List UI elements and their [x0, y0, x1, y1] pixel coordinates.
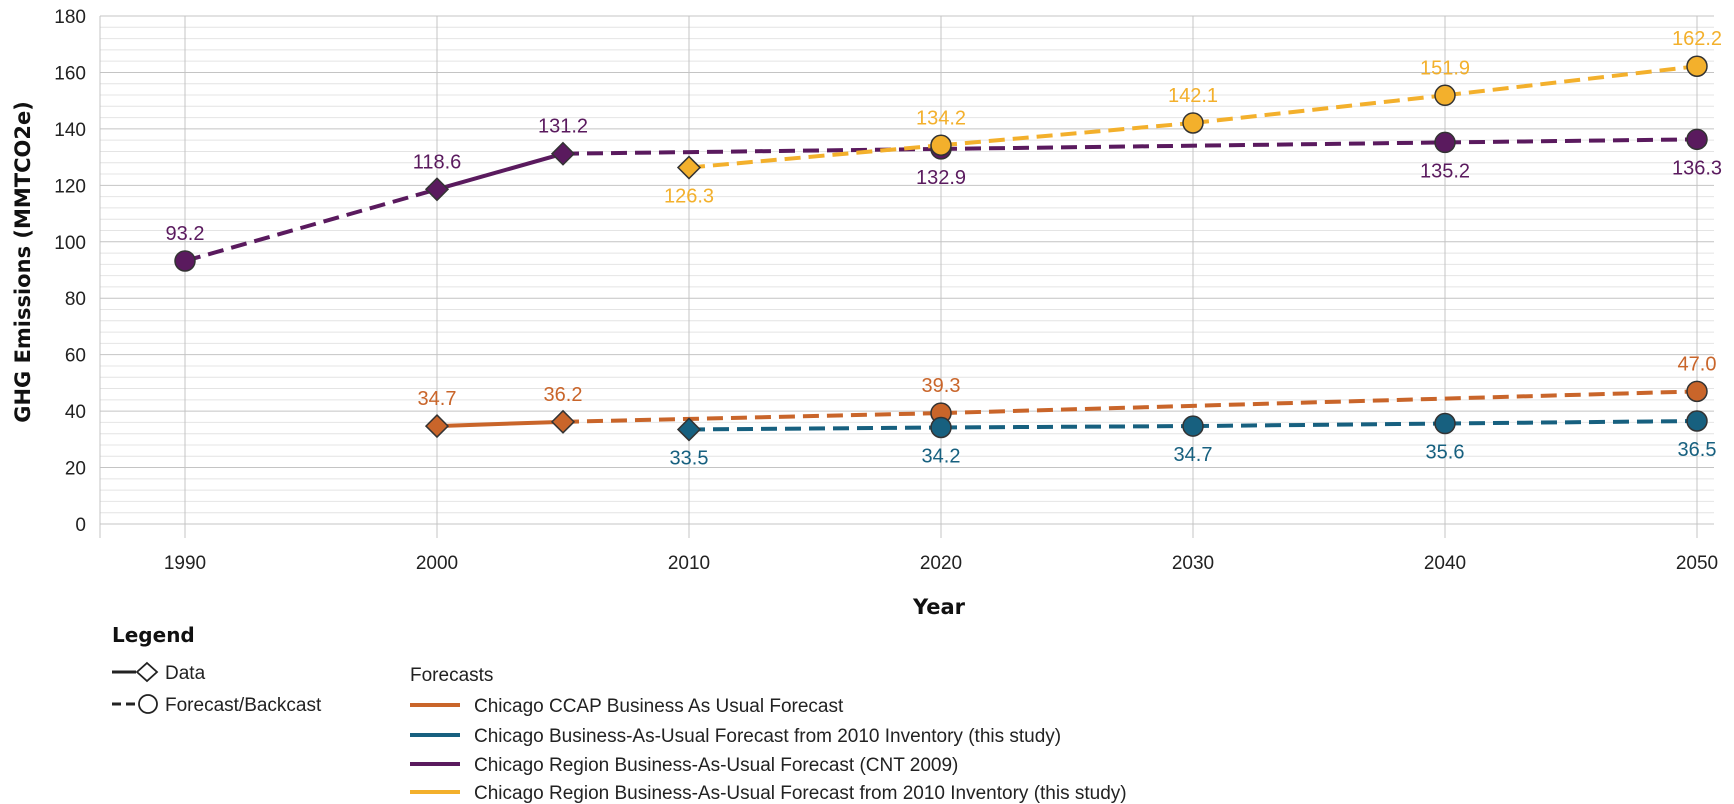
forecast-point-circle: [1686, 380, 1708, 403]
series-line-segment: [688, 143, 942, 170]
data-label: 132.9: [916, 167, 966, 189]
data-label: 151.9: [1420, 57, 1470, 79]
y-tick-label: 100: [54, 233, 86, 254]
series-line-segment: [436, 151, 564, 192]
forecast-point-circle: [1686, 410, 1708, 432]
legend-diamond-icon: [135, 661, 159, 683]
series-line-segment: [1444, 418, 1698, 426]
forecast-point-circle: [174, 250, 196, 272]
x-axis-title: Year: [912, 595, 966, 619]
series-line-segment: [562, 411, 942, 424]
y-tick-label: 120: [54, 176, 86, 197]
legend-circle-icon: [138, 694, 158, 714]
series-line-segment: [1192, 93, 1446, 125]
series-line-segment: [436, 419, 564, 429]
y-tick-label: 60: [65, 346, 86, 367]
series-line-segment: [562, 146, 942, 156]
x-tick-label: 2010: [668, 553, 710, 574]
chart-data-labels: 34.7 36.2 39.3 47.0 33.5 34.2 34.7 35.6 36.5 93.2…: [166, 28, 1723, 469]
y-tick-label: 20: [65, 459, 86, 480]
y-axis-title: GHG Emissions (MMTCO2e): [11, 101, 35, 423]
data-label: 39.3: [922, 375, 961, 397]
forecast-point-circle: [1434, 412, 1456, 435]
data-label: 93.2: [166, 223, 205, 245]
forecast-point-circle: [1686, 128, 1708, 151]
y-tick-label: 40: [65, 402, 86, 423]
data-label: 142.1: [1168, 85, 1218, 107]
forecast-point-circle: [1434, 131, 1456, 154]
forecast-point-circle: [1182, 415, 1204, 437]
legend-forecasts-title: Forecasts: [410, 665, 493, 686]
series-line-segment: [1444, 64, 1698, 98]
legend-data-label: Data: [165, 663, 206, 684]
series-line-segment: [1192, 421, 1446, 429]
legend-entry-ccap: Chicago CCAP Business As Usual Forecast: [474, 696, 844, 717]
legend-forecast-label: Forecast/Backcast: [165, 695, 322, 716]
series-line-segment: [688, 425, 942, 432]
x-tick-label: 2000: [416, 553, 458, 574]
x-tick-label: 2040: [1424, 553, 1466, 574]
legend: Legend Data Forecast/Backcast Forecasts …: [112, 623, 1127, 804]
x-tick-label: 2030: [1172, 553, 1214, 574]
legend-entry-region-2010: Chicago Region Business-As-Usual Forecas…: [474, 783, 1127, 804]
x-tick-label: 2020: [920, 553, 962, 574]
forecast-point-circle: [1182, 112, 1204, 134]
data-label: 131.2: [538, 116, 588, 138]
data-label: 162.2: [1672, 28, 1722, 50]
data-label: 36.2: [544, 384, 583, 406]
data-label: 136.3: [1672, 157, 1722, 179]
data-label: 47.0: [1678, 353, 1717, 375]
data-point-diamond: [424, 177, 450, 202]
chart-grid: [99, 15, 1714, 538]
data-point-diamond: [550, 141, 576, 166]
y-tick-label: 0: [75, 515, 86, 536]
legend-title: Legend: [112, 623, 195, 647]
series-line-segment: [940, 424, 1194, 430]
data-label: 118.6: [413, 151, 462, 173]
x-tick-label: 2050: [1676, 553, 1718, 574]
data-point-diamond: [550, 409, 576, 434]
series-line-segment: [940, 120, 1194, 148]
data-label: 33.5: [670, 447, 709, 469]
series-line-segment: [1444, 137, 1698, 145]
x-tick-label: 1990: [164, 553, 206, 574]
y-tick-label: 160: [54, 63, 86, 84]
y-tick-label: 140: [54, 120, 86, 141]
data-point-diamond: [424, 414, 450, 439]
data-label: 135.2: [1420, 160, 1470, 182]
chart-series: [174, 55, 1708, 442]
forecast-point-circle: [930, 134, 952, 157]
y-tick-label: 80: [65, 289, 86, 310]
legend-entry-chicago-2010: Chicago Business-As-Usual Forecast from …: [474, 726, 1061, 747]
series-line-segment: [184, 187, 438, 263]
forecast-point-circle: [930, 416, 952, 439]
data-label: 36.5: [1678, 439, 1717, 461]
data-point-diamond: [676, 155, 702, 180]
data-label: 134.2: [916, 107, 966, 129]
data-point-diamond: [676, 417, 702, 442]
data-label: 126.3: [664, 186, 714, 208]
data-label: 35.6: [1426, 442, 1465, 464]
series-line-segment: [940, 140, 1446, 151]
legend-entry-region-cnt: Chicago Region Business-As-Usual Forecas…: [474, 755, 958, 776]
data-label: 34.2: [922, 445, 961, 467]
data-label: 34.7: [1174, 444, 1213, 466]
forecast-point-circle: [1434, 84, 1456, 107]
series-line-segment: [940, 389, 1698, 416]
data-label: 34.7: [418, 388, 457, 410]
y-tick-label: 180: [54, 7, 86, 28]
forecast-point-circle: [1686, 55, 1708, 77]
